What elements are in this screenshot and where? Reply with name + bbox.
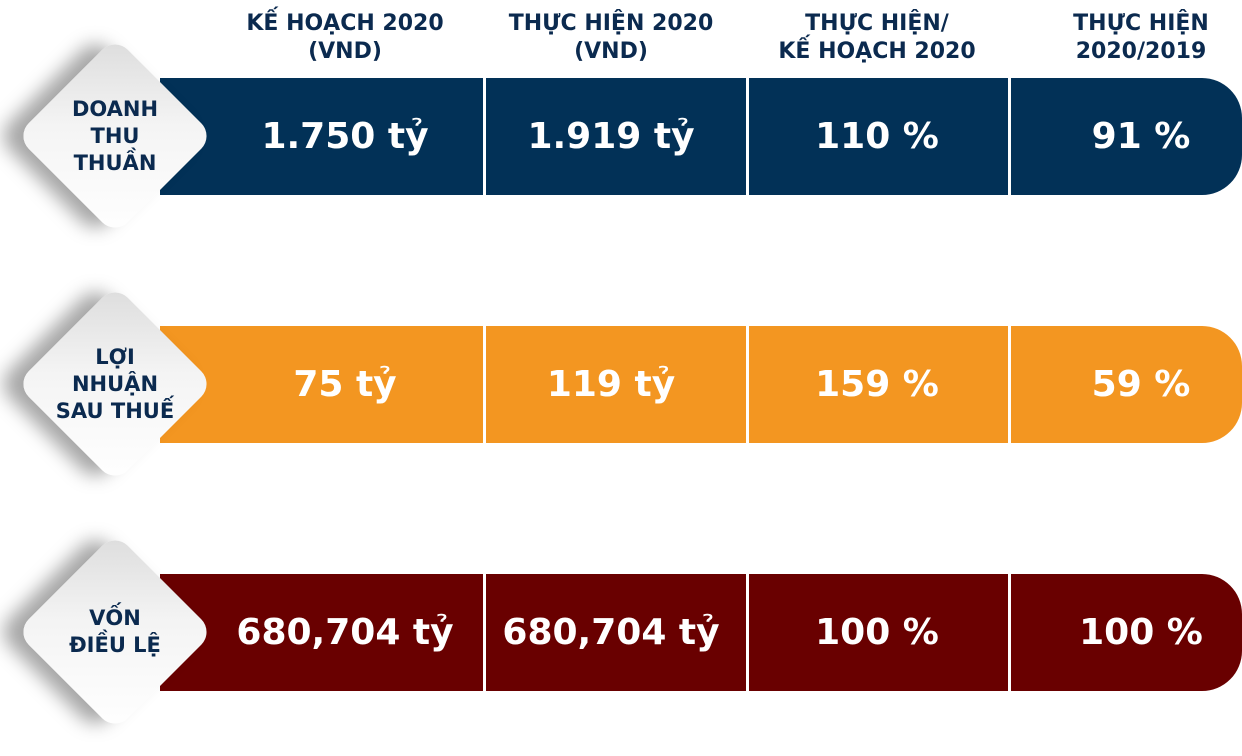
divider xyxy=(483,326,486,443)
value-cell: 119 tỷ xyxy=(546,364,676,405)
header-line: THỰC HIỆN/ xyxy=(805,11,949,36)
value-cell: 159 % xyxy=(815,364,939,405)
divider xyxy=(1008,326,1011,443)
value-cell: 680,704 tỷ xyxy=(236,612,454,653)
row-bar xyxy=(160,574,1242,691)
label-line: SAU THUẾ xyxy=(55,398,175,423)
column-header: THỰC HIỆN/KẾ HOẠCH 2020 xyxy=(746,10,1008,66)
row-label: LỢI NHUẬN SAU THUẾ xyxy=(15,344,215,425)
divider xyxy=(746,78,749,195)
value-cell: 1.750 tỷ xyxy=(261,116,429,157)
header-line: KẾ HOẠCH 2020 xyxy=(246,11,444,36)
divider xyxy=(483,78,486,195)
header-line: THỰC HIỆN 2020 xyxy=(508,11,714,36)
value-cell: 100 % xyxy=(815,612,939,653)
label-line: THUẦN xyxy=(73,150,157,175)
header-line: (VND) xyxy=(574,39,648,64)
divider xyxy=(746,326,749,443)
label-line: NHUẬN xyxy=(71,371,159,396)
label-line: ĐIỀU LỆ xyxy=(69,633,161,657)
row-label: VỐN ĐIỀU LỆ xyxy=(15,605,215,659)
value-cell: 91 % xyxy=(1091,116,1191,157)
header-line: 2020/2019 xyxy=(1075,39,1207,64)
header-line: (VND) xyxy=(308,39,382,64)
header-line: THỰC HIỆN xyxy=(1073,11,1209,36)
value-cell: 59 % xyxy=(1091,364,1191,405)
label-line: LỢI xyxy=(95,344,135,369)
row-label: DOANH THU THUẦN xyxy=(15,96,215,177)
divider xyxy=(483,574,486,691)
value-cell: 100 % xyxy=(1079,612,1203,653)
divider xyxy=(1008,78,1011,195)
divider xyxy=(746,574,749,691)
label-line: VỐN xyxy=(89,606,141,630)
value-cell: 110 % xyxy=(815,116,939,157)
value-cell: 1.919 tỷ xyxy=(527,116,695,157)
row-bar xyxy=(160,326,1242,443)
column-header: THỰC HIỆN 2020 (VND) xyxy=(480,10,742,66)
label-line: THU xyxy=(90,123,140,148)
divider xyxy=(1008,574,1011,691)
value-cell: 680,704 tỷ xyxy=(502,612,720,653)
row-bar xyxy=(160,78,1242,195)
header-line: KẾ HOẠCH 2020 xyxy=(778,39,976,64)
value-cell: 75 tỷ xyxy=(293,364,397,405)
column-header: KẾ HOẠCH 2020 (VND) xyxy=(214,10,476,66)
column-header: THỰC HIỆN 2020/2019 xyxy=(1010,10,1242,66)
label-line: DOANH xyxy=(71,96,159,121)
